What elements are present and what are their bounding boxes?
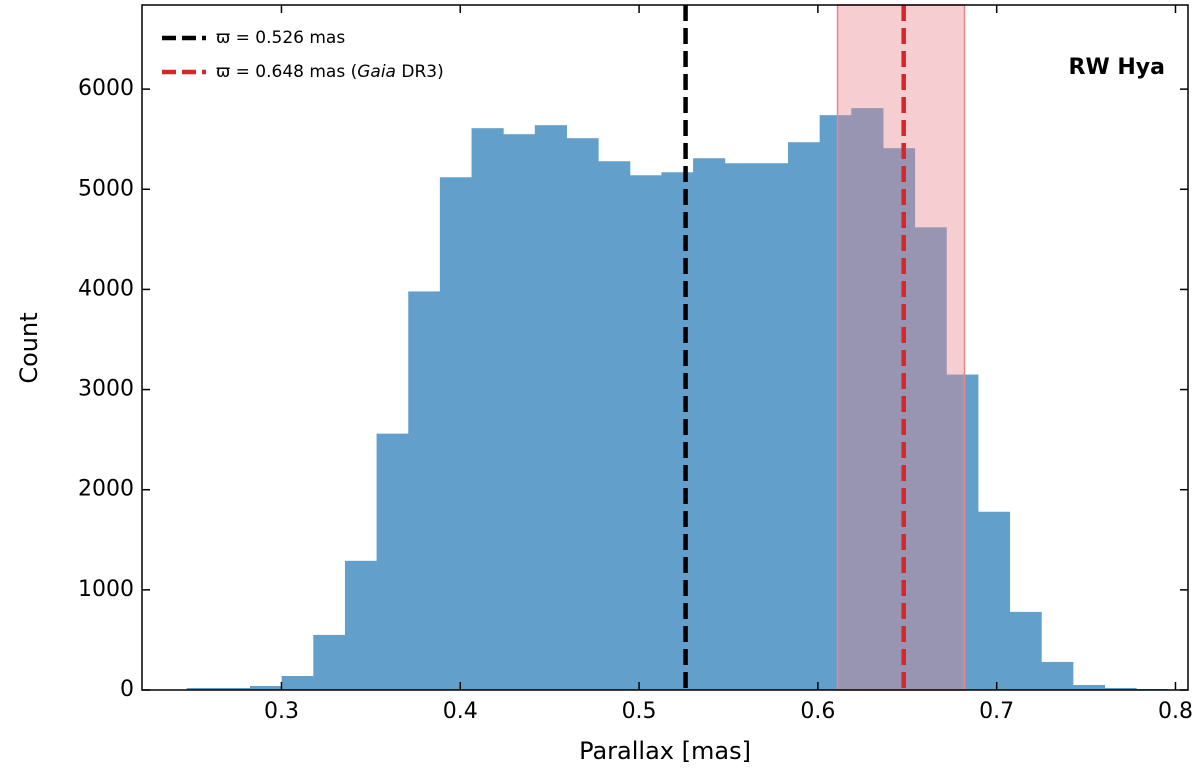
bar xyxy=(313,634,346,690)
bar xyxy=(693,158,726,690)
bar xyxy=(1072,684,1105,690)
bar xyxy=(503,134,536,690)
x-tick-label: 0.5 xyxy=(622,699,657,724)
bar xyxy=(661,172,694,691)
y-tick-label: 5000 xyxy=(78,176,134,201)
bar xyxy=(376,433,409,690)
bar xyxy=(882,148,916,691)
bar xyxy=(756,163,789,691)
x-axis-label: Parallax [mas] xyxy=(579,737,751,765)
bar xyxy=(281,675,314,690)
bar xyxy=(344,560,378,690)
legend-label-part: ϖ = 0.526 mas xyxy=(216,28,345,48)
bar xyxy=(249,685,283,690)
legend-label-part: Gaia xyxy=(357,62,396,82)
x-tick-label: 0.6 xyxy=(800,699,835,724)
bar xyxy=(408,291,441,690)
bar xyxy=(851,108,884,691)
bar xyxy=(598,161,631,690)
y-tick-label: 1000 xyxy=(78,577,134,602)
plot-frame xyxy=(141,4,1189,691)
bar xyxy=(186,687,219,690)
y-tick-label: 0 xyxy=(120,677,134,702)
bar xyxy=(977,511,1011,690)
bar xyxy=(534,125,567,691)
bar xyxy=(1041,661,1074,690)
legend-label: ϖ = 0.526 mas xyxy=(216,28,345,48)
bar xyxy=(218,687,251,690)
bar xyxy=(819,115,852,690)
legend-label: ϖ = 0.648 mas (Gaia DR3) xyxy=(216,62,444,82)
x-tick-label: 0.4 xyxy=(443,699,478,724)
bar xyxy=(1104,687,1137,690)
bar xyxy=(566,138,599,690)
x-tick-label: 0.3 xyxy=(264,699,299,724)
y-tick-label: 3000 xyxy=(78,377,134,402)
bar xyxy=(788,142,821,690)
y-tick-label: 2000 xyxy=(78,477,134,502)
y-axis-label: Count xyxy=(15,312,43,383)
bar xyxy=(946,374,979,690)
x-tick-label: 0.7 xyxy=(979,699,1014,724)
bar xyxy=(914,227,947,690)
shaded-span xyxy=(836,4,966,691)
y-tick-label: 4000 xyxy=(78,276,134,301)
legend-label-part: ϖ = 0.648 mas ( xyxy=(216,62,357,82)
bar xyxy=(1009,611,1042,690)
x-tick-label: 0.8 xyxy=(1158,699,1193,724)
bar xyxy=(439,177,473,690)
y-tick-label: 6000 xyxy=(78,76,134,101)
bar xyxy=(471,128,504,691)
bar xyxy=(629,175,662,690)
legend-label-part: DR3) xyxy=(396,62,444,82)
annotation: RW Hya xyxy=(1069,55,1165,80)
bar xyxy=(724,163,757,691)
